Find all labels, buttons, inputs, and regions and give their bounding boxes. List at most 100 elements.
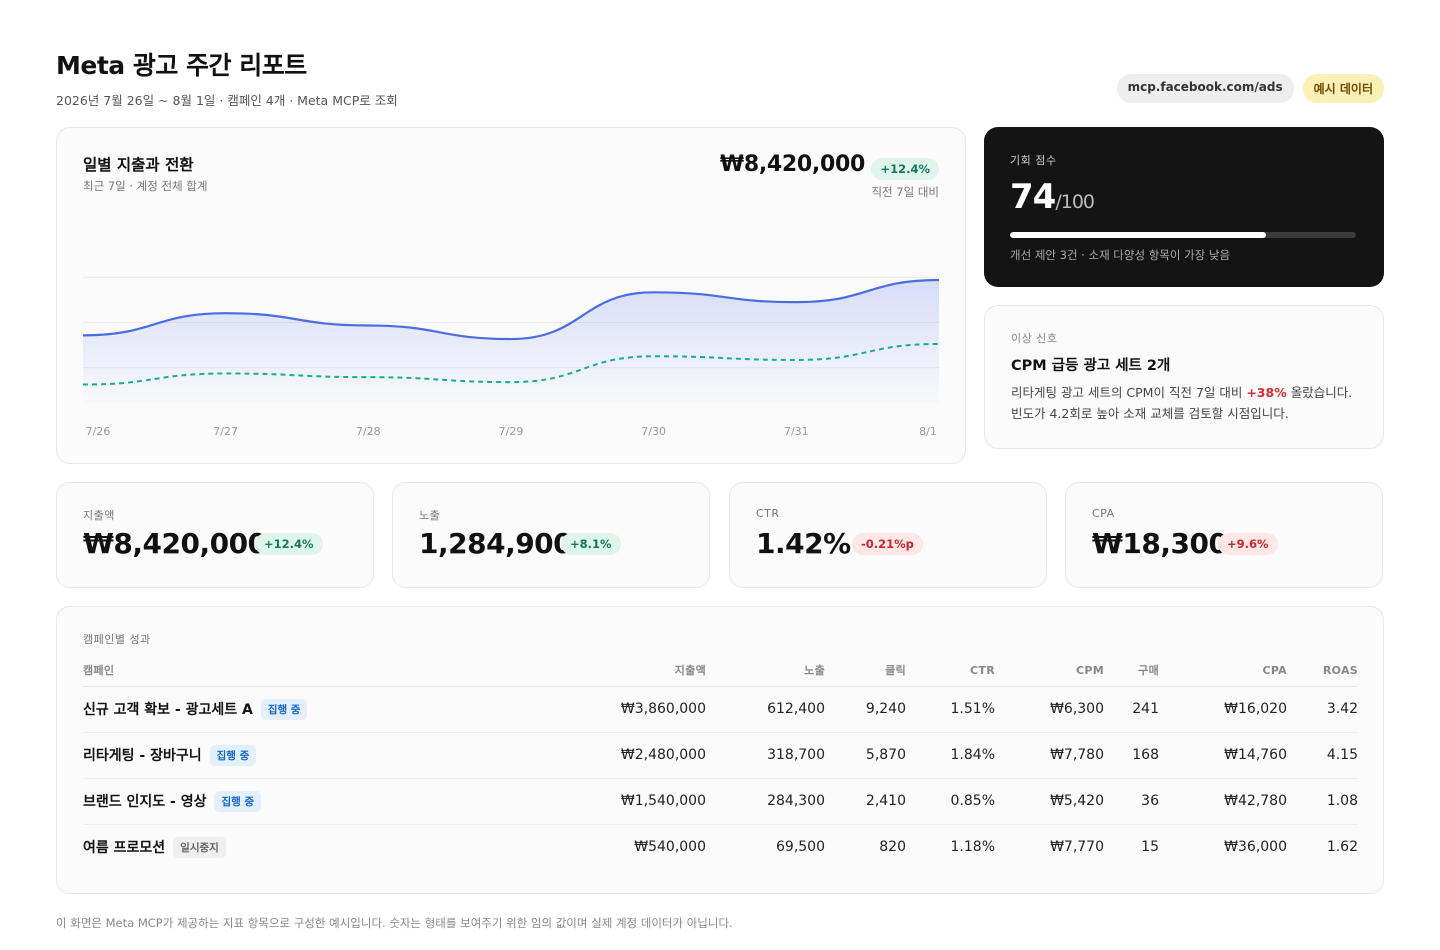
table-caption: 캠페인별 성과 bbox=[83, 633, 151, 646]
col-header-roas[interactable]: ROAS bbox=[1287, 655, 1358, 687]
ctr-cell: 1.84% bbox=[906, 732, 995, 779]
spend-cell: ₩3,860,000 bbox=[593, 686, 706, 733]
ctr-cell: 0.85% bbox=[906, 778, 995, 825]
x-tick-label: 7/29 bbox=[498, 425, 524, 438]
score-label: 기회 점수 bbox=[1010, 154, 1057, 167]
kpi-label: 지출액 bbox=[83, 509, 115, 522]
kpi-label: 노출 bbox=[419, 509, 441, 522]
page-subtitle: 2026년 7월 26일 ~ 8월 1일 · 캠페인 4개 · Meta MCP… bbox=[56, 93, 398, 108]
campaign-name[interactable]: 여름 프로모션 bbox=[83, 839, 166, 856]
header-badges: mcp.facebook.com/ads 예시 데이터 bbox=[1116, 74, 1384, 103]
series-area-0 bbox=[83, 280, 939, 403]
clicks-cell: 9,240 bbox=[825, 686, 906, 733]
series-line-0 bbox=[82, 278, 940, 341]
kpi-value: ₩8,420,000 bbox=[83, 527, 267, 560]
campaign-performance-card: 캠페인별 성과 캠페인 지출액 노출 클릭 CTR CPM 구매 CPA ROA… bbox=[56, 606, 1384, 894]
chart-delta-badge: +12.4% bbox=[871, 158, 939, 180]
impressions-cell: 284,300 bbox=[706, 778, 825, 825]
kpi-value: 1.42% bbox=[756, 527, 851, 560]
kpi-card-cpa: CPA ₩18,300 +9.6% bbox=[1065, 482, 1383, 588]
alert-title: CPM 급등 광고 세트 2개 bbox=[1011, 358, 1171, 374]
spend-cell: ₩1,540,000 bbox=[593, 778, 706, 825]
impressions-cell: 318,700 bbox=[706, 732, 825, 779]
col-header-clicks[interactable]: 클릭 bbox=[825, 655, 906, 687]
opportunity-score-card: 기회 점수 74/100 개선 제안 3건 · 소재 다양성 항목이 가장 낮음 bbox=[984, 127, 1384, 287]
roas-cell: 3.42 bbox=[1287, 686, 1358, 733]
daily-spend-chart-card: 일별 지출과 전환 최근 7일 · 계정 전체 합계 ₩8,420,000 +1… bbox=[56, 127, 966, 464]
x-axis-labels: 7/26 7/27 7/28 7/29 7/30 7/31 8/1 bbox=[83, 425, 939, 441]
col-header-spend[interactable]: 지출액 bbox=[593, 655, 706, 687]
campaign-name[interactable]: 신규 고객 확보 - 광고세트 A bbox=[83, 701, 253, 718]
spend-cell: ₩2,480,000 bbox=[593, 732, 706, 779]
col-header-cpm[interactable]: CPM bbox=[995, 655, 1104, 687]
alert-label: 이상 신호 bbox=[1011, 332, 1058, 345]
cpa-cell: ₩42,780 bbox=[1159, 778, 1287, 825]
alert-body-before: 리타게팅 광고 세트의 CPM이 직전 7일 대비 bbox=[1011, 385, 1247, 400]
col-header-purchases[interactable]: 구매 bbox=[1104, 655, 1159, 687]
ctr-cell: 1.18% bbox=[950, 839, 995, 856]
cpm-cell: ₩7,780 bbox=[995, 732, 1104, 779]
cpa-cell: ₩16,020 bbox=[1159, 686, 1287, 733]
status-badge: 집행 중 bbox=[209, 744, 257, 766]
purchases-cell: 168 bbox=[1104, 732, 1159, 779]
col-header-campaign[interactable]: 캠페인 bbox=[83, 655, 593, 687]
score-note: 개선 제안 3건 · 소재 다양성 항목이 가장 낮음 bbox=[1010, 248, 1231, 262]
col-header-ctr[interactable]: CTR bbox=[906, 655, 995, 687]
x-tick-label: 7/28 bbox=[355, 425, 381, 438]
chart-compare-note: 직전 7일 대비 bbox=[871, 185, 939, 199]
score-number: 74 bbox=[1010, 177, 1056, 217]
table-row[interactable]: 여름 프로모션 일시중지 ₩540,000 69,500 820 1.18% ₩7… bbox=[83, 824, 1358, 870]
kpi-delta-badge: +12.4% bbox=[255, 533, 323, 555]
source-chip[interactable]: mcp.facebook.com/ads bbox=[1116, 74, 1294, 103]
anomaly-alert-card: 이상 신호 CPM 급등 광고 세트 2개 리타게팅 광고 세트의 CPM이 직… bbox=[984, 305, 1384, 449]
kpi-card-spend: 지출액 ₩8,420,000 +12.4% bbox=[56, 482, 374, 588]
status-badge: 일시중지 bbox=[173, 836, 226, 858]
page-title: Meta 광고 주간 리포트 bbox=[56, 51, 307, 80]
score-value: 74/100 bbox=[1010, 177, 1095, 217]
kpi-card-ctr: CTR 1.42% -0.21%p bbox=[729, 482, 1047, 588]
spend-cell: ₩540,000 bbox=[634, 839, 706, 856]
kpi-value: 1,284,900 bbox=[419, 527, 573, 560]
campaign-name-cell: 신규 고객 확보 - 광고세트 A 집행 중 bbox=[83, 686, 593, 733]
x-tick-label: 7/30 bbox=[641, 425, 667, 438]
alert-body: 리타게팅 광고 세트의 CPM이 직전 7일 대비 +38% 올랐습니다. 빈도… bbox=[1011, 382, 1361, 424]
purchases-cell: 241 bbox=[1104, 686, 1159, 733]
col-header-cpa[interactable]: CPA bbox=[1159, 655, 1287, 687]
purchases-cell: 36 bbox=[1104, 778, 1159, 825]
kpi-label: CPA bbox=[1092, 507, 1115, 520]
roas-cell: 4.15 bbox=[1287, 732, 1358, 779]
alert-body-after: 올랐습니다. 빈도가 4.2회로 높아 소재 교체를 검토할 시점입니다. bbox=[1011, 385, 1353, 421]
campaign-name-cell: 브랜드 인지도 - 영상 집행 중 bbox=[83, 778, 593, 825]
roas-cell: 1.62 bbox=[1326, 839, 1358, 856]
status-badge: 집행 중 bbox=[260, 698, 308, 720]
table-row[interactable]: 리타게팅 - 장바구니 집행 중 ₩2,480,000 318,700 5,870… bbox=[83, 732, 1358, 779]
ctr-cell: 1.51% bbox=[906, 686, 995, 733]
status-badge: 집행 중 bbox=[214, 790, 262, 812]
cpm-cell: ₩6,300 bbox=[995, 686, 1104, 733]
score-progress-fill bbox=[1010, 232, 1267, 238]
kpi-delta-badge: -0.21%p bbox=[852, 533, 923, 555]
table-row[interactable]: 브랜드 인지도 - 영상 집행 중 ₩1,540,000 284,300 2,41… bbox=[83, 778, 1358, 825]
cpm-cell: ₩5,420 bbox=[995, 778, 1104, 825]
kpi-value: ₩18,300 bbox=[1092, 527, 1228, 560]
campaign-name[interactable]: 리타게팅 - 장바구니 bbox=[83, 747, 202, 764]
chart-total-value: ₩8,420,000 bbox=[719, 152, 865, 177]
kpi-delta-badge: +9.6% bbox=[1218, 533, 1278, 555]
kpi-label: CTR bbox=[756, 507, 780, 520]
x-tick-label: 8/1 bbox=[919, 425, 937, 438]
footer-disclaimer: 이 화면은 Meta MCP가 제공하는 지표 항목으로 구성한 예시입니다. … bbox=[56, 916, 733, 930]
x-tick-label: 7/26 bbox=[85, 425, 111, 438]
x-tick-label: 7/31 bbox=[783, 425, 809, 438]
kpi-card-impressions: 노출 1,284,900 +8.1% bbox=[392, 482, 710, 588]
cpa-cell: ₩36,000 bbox=[1224, 839, 1287, 856]
sample-data-chip: 예시 데이터 bbox=[1302, 74, 1384, 103]
campaign-name[interactable]: 브랜드 인지도 - 영상 bbox=[83, 793, 207, 810]
kpi-delta-badge: +8.1% bbox=[561, 533, 621, 555]
chart-delta: +12.4% bbox=[871, 158, 939, 180]
x-tick-label: 7/27 bbox=[213, 425, 239, 438]
impressions-cell: 69,500 bbox=[776, 839, 825, 856]
impressions-cell: 612,400 bbox=[706, 686, 825, 733]
col-header-impressions[interactable]: 노출 bbox=[706, 655, 825, 687]
campaign-name-cell: 여름 프로모션 일시중지 bbox=[83, 824, 593, 870]
table-row[interactable]: 신규 고객 확보 - 광고세트 A 집행 중 ₩3,860,000 612,400… bbox=[83, 686, 1358, 733]
